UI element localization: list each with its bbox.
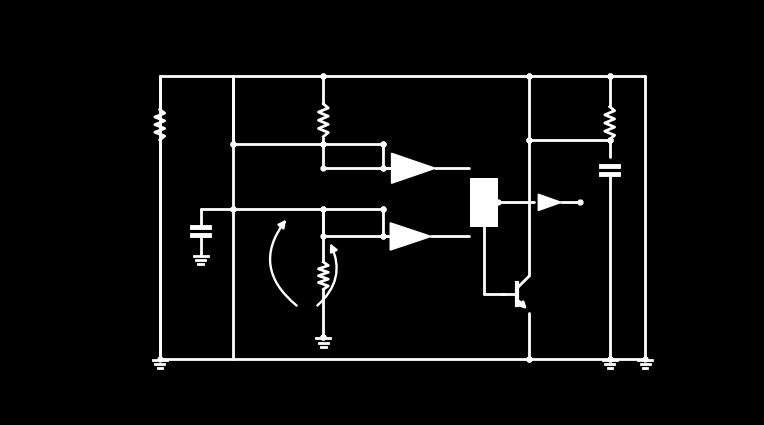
Polygon shape <box>390 223 431 250</box>
FancyArrowPatch shape <box>317 246 337 306</box>
Bar <box>470 178 498 227</box>
FancyArrowPatch shape <box>270 222 296 306</box>
Polygon shape <box>539 194 562 210</box>
Polygon shape <box>392 153 435 183</box>
